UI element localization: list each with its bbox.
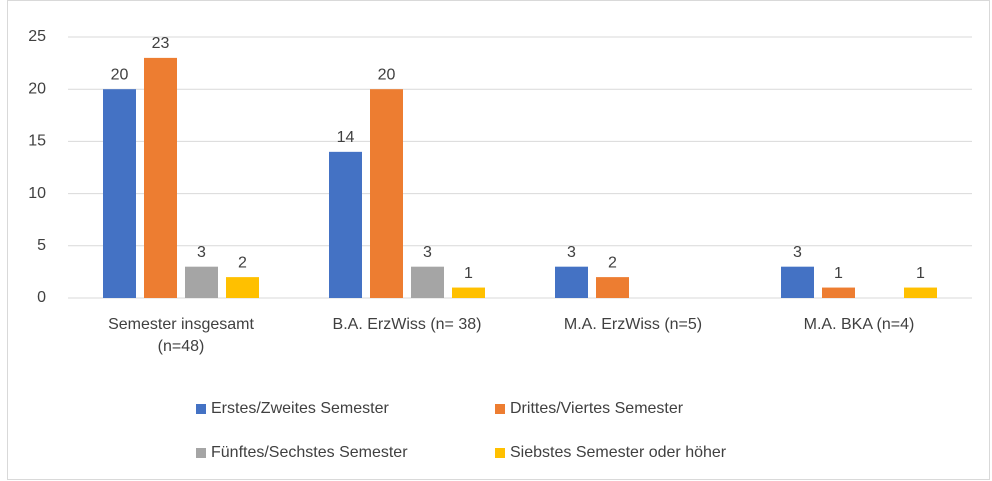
x-tick-label: M.A. ErzWiss (n=5) [563, 316, 703, 333]
y-tick-label: 20 [28, 80, 46, 97]
value-label: 20 [111, 66, 129, 83]
value-label: 2 [608, 254, 617, 271]
legend-swatch [196, 404, 206, 414]
legend-label: Siebstes Semester oder höher [510, 444, 727, 461]
x-tick-label-box: M.A. ErzWiss (n=5) [563, 316, 703, 333]
bar [555, 266, 588, 298]
x-tick-label-box: B.A. ErzWiss (n= 38) [332, 316, 482, 333]
bar [411, 266, 444, 298]
value-label: 3 [197, 244, 206, 261]
bar [370, 89, 403, 298]
bar [822, 287, 855, 298]
value-label: 1 [464, 265, 473, 282]
y-tick-label: 10 [28, 185, 46, 202]
value-label: 20 [378, 66, 396, 83]
legend-label: Drittes/Viertes Semester [510, 400, 684, 417]
bar [329, 151, 362, 298]
legend-label: Erstes/Zweites Semester [211, 400, 390, 417]
x-tick-label-box: Semester insgesamt (n=48) [108, 316, 254, 355]
bar [144, 57, 177, 298]
bar [452, 287, 485, 298]
value-label: 1 [834, 265, 843, 282]
value-label: 14 [337, 129, 355, 146]
x-tick-label-box: M.A. BKA (n=4) [803, 316, 915, 333]
value-label: 3 [567, 244, 576, 261]
value-label: 3 [793, 244, 802, 261]
bar [904, 287, 937, 298]
value-label: 23 [152, 35, 170, 52]
y-tick-label: 25 [28, 28, 46, 45]
bar [103, 89, 136, 298]
bar [226, 277, 259, 298]
x-tick-label: Semester insgesamt (n=48) [108, 316, 254, 355]
bar [596, 277, 629, 298]
legend-swatch [196, 448, 206, 458]
y-tick-label: 0 [37, 289, 46, 306]
legend-label: Fünftes/Sechstes Semester [211, 444, 408, 461]
x-tick-label: M.A. BKA (n=4) [803, 316, 915, 333]
value-label: 2 [238, 254, 247, 271]
x-tick-label: B.A. ErzWiss (n= 38) [332, 316, 482, 333]
bar [185, 266, 218, 298]
bar [781, 266, 814, 298]
legend-swatch [495, 404, 505, 414]
value-label: 3 [423, 244, 432, 261]
value-label: 1 [916, 265, 925, 282]
y-tick-label: 15 [28, 133, 46, 150]
y-tick-label: 5 [37, 237, 46, 254]
legend-swatch [495, 448, 505, 458]
